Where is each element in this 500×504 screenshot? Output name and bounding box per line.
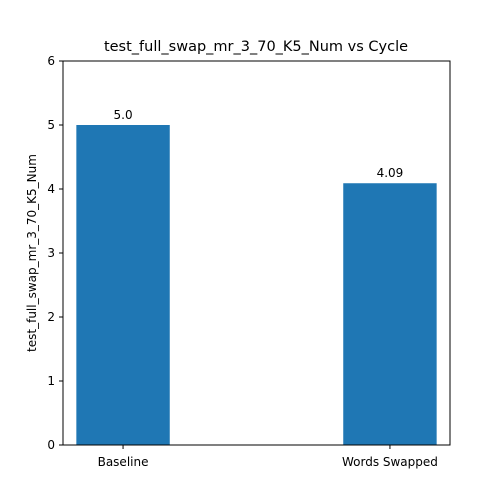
bar-value-label: 4.09 [377, 166, 404, 180]
bar-words-swapped [343, 183, 437, 446]
y-axis-label: test_full_swap_mr_3_70_K5_Num [25, 154, 39, 352]
bar-baseline [76, 125, 170, 445]
bars-layer [76, 125, 437, 446]
x-axis-ticks: Baseline Words Swapped [98, 445, 438, 469]
chart-title: test_full_swap_mr_3_70_K5_Num vs Cycle [104, 39, 408, 55]
x-tick-label: Baseline [98, 455, 149, 469]
plot-frame [62, 60, 451, 446]
y-tick-label: 5 [47, 118, 55, 132]
y-tick-label: 0 [47, 438, 55, 452]
value-labels-layer: 5.0 4.09 [114, 108, 404, 180]
y-tick-label: 3 [47, 246, 55, 260]
bar-value-label: 5.0 [114, 108, 133, 122]
y-tick-label: 2 [47, 310, 55, 324]
x-tick-label: Words Swapped [342, 455, 438, 469]
y-tick-label: 1 [47, 374, 55, 388]
y-tick-label: 6 [47, 54, 55, 68]
y-tick-label: 4 [47, 182, 55, 196]
y-axis-ticks: 0 1 2 3 4 5 6 [47, 54, 63, 452]
